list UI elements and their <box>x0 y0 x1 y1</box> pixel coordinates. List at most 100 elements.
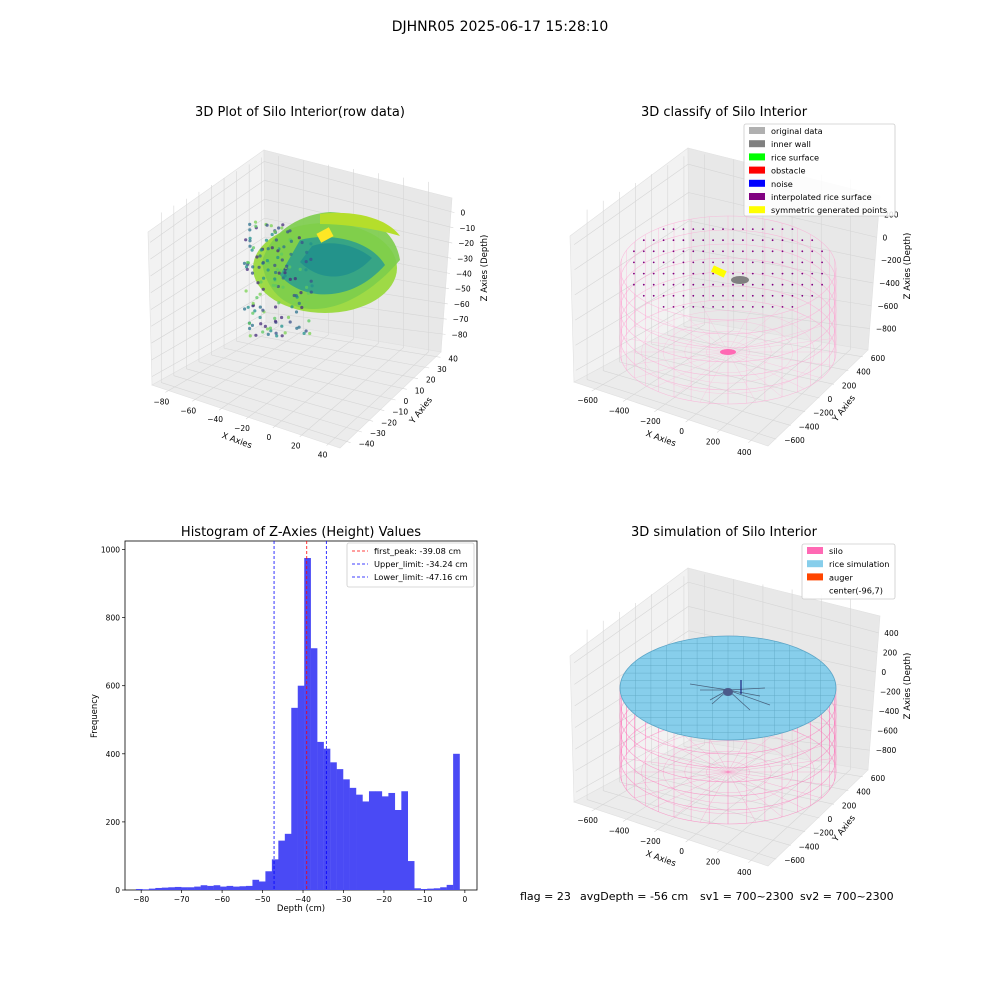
histogram-x-tick: −30 <box>336 895 352 904</box>
panel-simulation-3d: 3D simulation of Silo Interior −600 −400 −… <box>569 525 913 877</box>
classify-z-tick: −600 <box>878 302 899 311</box>
classify-y-tick: 600 <box>871 354 886 363</box>
raw-y-tick: 40 <box>448 354 458 363</box>
classify-y-tick: −200 <box>813 409 834 418</box>
raw-x-tick: −80 <box>154 397 170 406</box>
histogram-legend-label: Lower_limit: -47.16 cm <box>374 572 467 582</box>
histogram-bar <box>304 558 311 890</box>
panel-raw-title: 3D Plot of Silo Interior(row data) <box>195 105 405 120</box>
raw-x-tick: 40 <box>318 451 328 460</box>
raw-y-tick: 0 <box>404 397 409 406</box>
histogram-bar <box>142 889 150 890</box>
histogram-bar <box>174 886 182 890</box>
classify-y-tick: −600 <box>784 436 805 445</box>
raw-z-tick: −20 <box>458 239 474 248</box>
simulation-legend-item: auger <box>807 572 853 582</box>
histogram-x-tick: −70 <box>174 895 190 904</box>
raw-z-tick: 0 <box>460 209 465 218</box>
histogram-reference-lines <box>273 541 327 890</box>
raw-y-tick: 20 <box>426 376 436 385</box>
histogram-bar <box>446 884 454 890</box>
classify-legend-swatch <box>749 153 765 161</box>
panel-simulation-title: 3D simulation of Silo Interior <box>631 525 818 540</box>
classify-legend-item: obstacle <box>749 166 806 176</box>
classify-tick-labels: −600−400−2000200400−600−400−200020040060… <box>577 210 901 456</box>
simulation-z-tick: −400 <box>879 707 900 716</box>
footer-sv2: sv2 = 700~2300 <box>800 890 894 903</box>
simulation-y-tick: 600 <box>871 774 886 783</box>
classify-z-tick: −200 <box>881 256 902 265</box>
histogram-bar <box>135 888 143 890</box>
histogram-bar <box>200 885 208 890</box>
histogram-bar <box>323 748 331 890</box>
simulation-y-tick: −400 <box>799 842 820 851</box>
histogram-bar <box>181 887 188 890</box>
simulation-tick-labels: −600−400−2000200400−600−400−200020040060… <box>577 629 900 877</box>
simulation-z-tick: 200 <box>883 648 898 657</box>
histogram-bar <box>375 791 383 890</box>
histogram-bar <box>368 791 376 890</box>
histogram-bar <box>291 707 298 890</box>
simulation-z-label: Z Axies (Depth) <box>903 653 913 720</box>
histogram-bar <box>453 753 460 890</box>
histogram-x-tick: −80 <box>133 895 149 904</box>
histogram-bar <box>440 887 447 890</box>
simulation-legend-swatch <box>807 573 823 581</box>
simulation-y-label: Y Axies <box>830 813 858 845</box>
simulation-rice-surface <box>619 635 837 741</box>
raw-y-tick: −20 <box>381 418 397 427</box>
histogram-legend: first_peak: -39.08 cm Upper_limit: -34.24… <box>346 542 475 588</box>
histogram-bar <box>394 809 402 890</box>
histogram-bar <box>278 840 286 890</box>
classify-x-label: X Axies <box>644 429 677 449</box>
histogram-x-tick: −40 <box>295 895 311 904</box>
histogram-bar <box>226 885 234 890</box>
simulation-legend-label: silo <box>829 546 843 556</box>
raw-z-tick: −30 <box>457 254 473 263</box>
simulation-z-tick: −800 <box>876 746 897 755</box>
classify-legend-swatch <box>749 127 765 134</box>
classify-legend-item: original data <box>749 126 823 136</box>
simulation-legend-item: rice simulation <box>807 559 889 569</box>
classify-x-tick: 200 <box>706 438 721 447</box>
classify-legend-item: noise <box>749 179 793 189</box>
histogram-bar <box>220 886 227 890</box>
histogram-legend-label: Upper_limit: -34.24 cm <box>374 559 468 569</box>
raw-point-cloud <box>242 212 400 338</box>
histogram-x-tick: 0 <box>462 895 467 904</box>
classify-points <box>710 265 749 355</box>
classify-x-tick: −200 <box>640 417 661 426</box>
classify-legend-swatch <box>749 206 765 214</box>
histogram-y-tick: 800 <box>106 614 121 623</box>
histogram-bar <box>245 885 253 890</box>
classify-legend-label: rice surface <box>771 152 819 162</box>
histogram-bar <box>258 881 266 890</box>
raw-x-tick: −40 <box>207 415 223 424</box>
histogram-bar <box>336 769 344 890</box>
histogram-y-tick: 600 <box>106 682 121 691</box>
classify-legend-swatch <box>749 166 765 174</box>
raw-x-tick: 20 <box>291 442 301 451</box>
simulation-legend: silo rice simulation auger center(-96,7) <box>801 543 896 600</box>
simulation-x-tick: −600 <box>577 816 598 825</box>
histogram-ticks: −80 −70 −60 −50 −40 −30 −20 −10 0 0 200 400 600 800 10… <box>101 546 468 904</box>
raw-x-tick: −20 <box>234 424 250 433</box>
classify-x-tick: −600 <box>577 396 598 405</box>
simulation-legend-label: center(-96,7) <box>829 586 883 596</box>
histogram-x-tick: −20 <box>376 895 392 904</box>
histogram-x-tick: −60 <box>214 895 230 904</box>
histogram-bar <box>168 887 175 890</box>
histogram-bar <box>213 885 221 890</box>
raw-x-tick: −60 <box>180 406 196 415</box>
raw-z-tick: −60 <box>454 300 470 309</box>
histogram-bar <box>414 888 421 890</box>
classify-silo-wireframe <box>619 215 837 405</box>
raw-y-tick: 30 <box>437 365 447 374</box>
raw-z-tick: −70 <box>453 315 469 324</box>
simulation-z-tick: 0 <box>881 668 886 677</box>
classify-legend-label: inner wall <box>771 139 811 149</box>
histogram-bar <box>297 685 305 890</box>
simulation-z-tick: −200 <box>880 688 901 697</box>
raw-pane-floor <box>151 321 442 449</box>
